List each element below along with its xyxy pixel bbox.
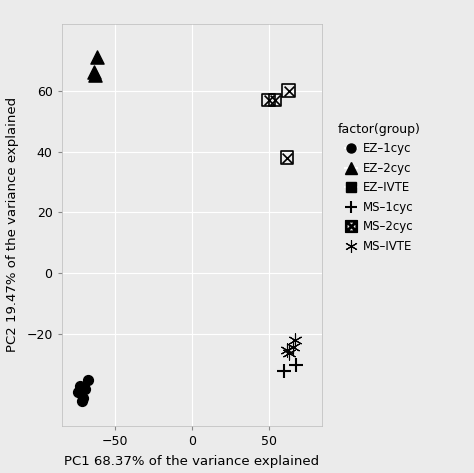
- Point: [285, 349, 292, 356]
- Point: [265, 96, 273, 104]
- Point: [285, 87, 292, 95]
- Point: [292, 361, 300, 368]
- Point: [280, 367, 288, 375]
- Point: [90, 69, 98, 76]
- Point: [283, 154, 291, 161]
- Point: [265, 96, 273, 104]
- Y-axis label: PC2 19.47% of the variance explained: PC2 19.47% of the variance explained: [6, 97, 19, 352]
- Point: [271, 96, 279, 104]
- Legend: EZ–1cyc, EZ–2cyc, EZ–IVTE, MS–1cyc, MS–2cyc, MS–IVTE: EZ–1cyc, EZ–2cyc, EZ–IVTE, MS–1cyc, MS–2…: [333, 118, 426, 257]
- Point: [290, 343, 297, 350]
- Point: [84, 376, 91, 384]
- Point: [75, 388, 82, 396]
- Point: [81, 385, 89, 393]
- Point: [76, 382, 84, 390]
- Point: [91, 71, 99, 79]
- Point: [283, 154, 291, 161]
- X-axis label: PC1 68.37% of the variance explained: PC1 68.37% of the variance explained: [64, 455, 319, 468]
- Point: [78, 397, 85, 405]
- Point: [271, 96, 279, 104]
- Point: [79, 394, 87, 402]
- Point: [285, 87, 292, 95]
- Point: [291, 337, 299, 344]
- Point: [93, 53, 100, 61]
- Point: [283, 346, 291, 353]
